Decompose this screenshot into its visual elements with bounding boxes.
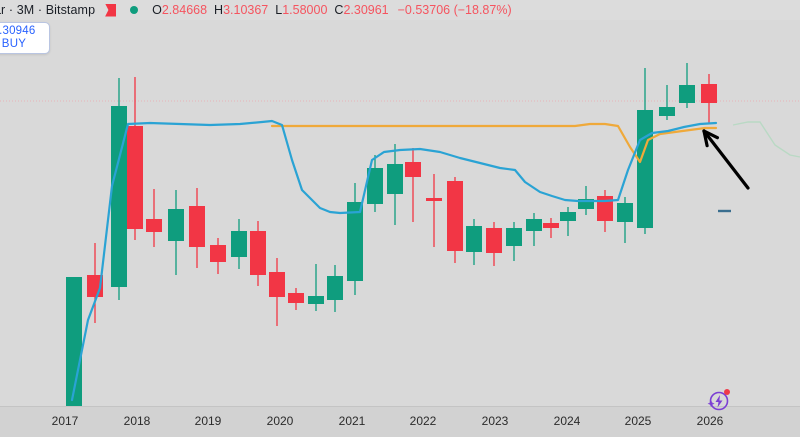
candlestick: [426, 174, 442, 247]
candlestick: [308, 264, 324, 311]
x-axis-tick: 2023: [481, 414, 509, 428]
x-axis-tick: 2022: [409, 414, 437, 428]
price-badge-value: 2.30946: [0, 24, 36, 37]
candlestick: [327, 265, 343, 312]
open-value: 2.84668: [161, 3, 208, 17]
candlestick: [659, 85, 675, 120]
chart-plot-area[interactable]: [0, 20, 800, 410]
candlestick: [560, 207, 576, 236]
candlestick: [367, 155, 383, 212]
candlestick: [146, 189, 162, 247]
low-value: 1.58000: [282, 3, 328, 17]
candlestick: [288, 288, 304, 310]
chart-flag-icon[interactable]: [105, 4, 118, 17]
x-axis-tick: 2021: [338, 414, 366, 428]
candlestick: [269, 258, 285, 326]
low-label: L: [275, 3, 283, 17]
slow-moving-average-line: [270, 122, 718, 164]
price-buy-badge[interactable]: 2.30946 BUY: [0, 22, 50, 54]
x-axis-tick: 2026: [696, 414, 724, 428]
candlestick: [347, 183, 363, 295]
chart-header: ar · 3M · Bitstamp O2.84668 H3.10367 L1.58…: [0, 0, 800, 20]
close-label: C: [334, 3, 344, 17]
high-label: H: [214, 3, 224, 17]
projection-line: [732, 121, 800, 158]
candlestick: [506, 222, 522, 261]
x-axis-tick: 2024: [553, 414, 581, 428]
page-title: ar · 3M · Bitstamp: [0, 3, 96, 17]
x-axis-tick: 2019: [194, 414, 222, 428]
ohlc-readout: O2.84668 H3.10367 L1.58000 C2.30961 −0.53706…: [152, 3, 511, 17]
logo-notification-dot-icon: [724, 389, 730, 395]
candlestick: [405, 148, 421, 222]
x-axis[interactable]: 2017 2018 2019 2020 2021 2022 2023 2024 2025 2026: [0, 406, 800, 437]
candlestick: [189, 188, 205, 268]
candlestick-series: [0, 63, 800, 410]
price-badge-action: BUY: [1, 38, 27, 50]
open-label: O: [152, 3, 162, 17]
x-axis-tick: 2020: [266, 414, 294, 428]
high-value: 3.10367: [223, 3, 269, 17]
candlestick: [111, 78, 127, 300]
market-status-dot-icon: [130, 6, 139, 14]
x-axis-tick: 2025: [624, 414, 652, 428]
candlestick: [597, 190, 613, 232]
x-axis-tick: 2018: [123, 414, 151, 428]
candlestick: [617, 197, 633, 243]
change-value: −0.53706 (−18.87%): [397, 3, 512, 17]
candlestick: [210, 238, 226, 274]
candlestick: [387, 144, 403, 225]
candlestick: [168, 190, 184, 275]
fast-moving-average-line: [70, 119, 718, 402]
candlestick: [679, 63, 695, 108]
candlestick: [466, 219, 482, 265]
candlestick: [486, 222, 502, 266]
annotation-arrow-icon: [702, 129, 750, 190]
candlestick: [543, 218, 559, 238]
candlestick: [231, 219, 247, 269]
close-value: 2.30961: [343, 3, 389, 17]
candlestick: [701, 74, 717, 123]
candlestick: [127, 77, 143, 240]
x-axis-tick: 2017: [51, 414, 79, 428]
candlestick: [526, 213, 542, 246]
candlestick: [250, 221, 266, 286]
lightning-badge-logo-icon: [705, 388, 731, 414]
candlestick: [447, 177, 463, 263]
